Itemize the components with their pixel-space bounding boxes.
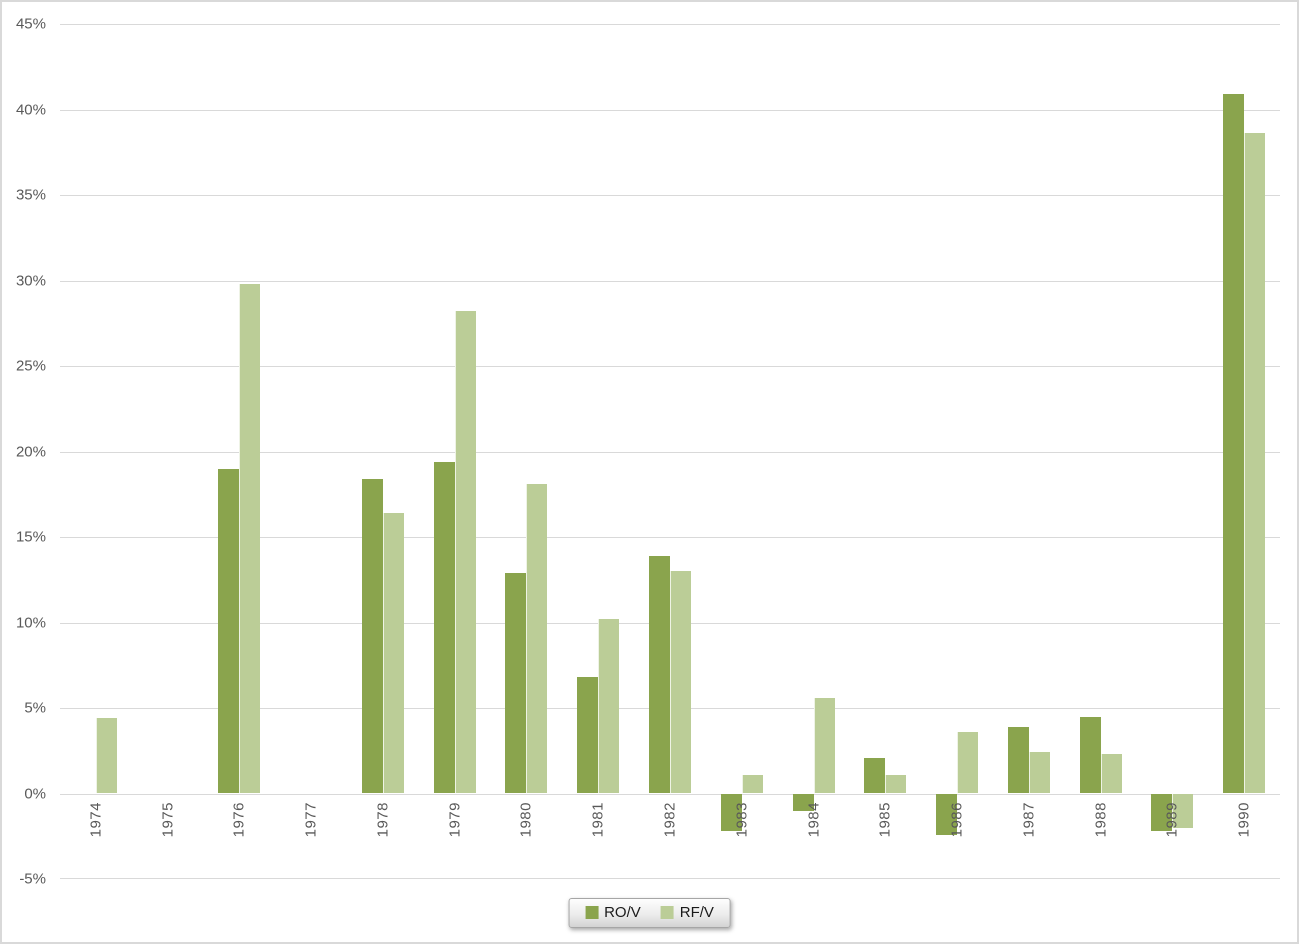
bar-rfv-1980 bbox=[526, 483, 548, 794]
bar-rfv-1983 bbox=[741, 774, 763, 794]
x-tick-label-1980: 1980 bbox=[517, 802, 535, 838]
x-tick-label-1979: 1979 bbox=[446, 802, 464, 838]
bar-rfv-1985 bbox=[885, 774, 907, 794]
gridline-40pct bbox=[60, 109, 1280, 111]
bar-rov-1987 bbox=[1007, 726, 1029, 794]
bar-rfv-1984 bbox=[813, 697, 835, 794]
y-tick-label: 0% bbox=[24, 785, 46, 802]
bar-rov-1981 bbox=[577, 677, 599, 794]
x-tick-label-1990: 1990 bbox=[1235, 802, 1253, 838]
x-tick-label-1978: 1978 bbox=[374, 802, 392, 838]
category-group-1989: 1989 bbox=[1136, 24, 1208, 879]
category-group-1983: 1983 bbox=[706, 24, 778, 879]
gridline-15pct bbox=[60, 537, 1280, 538]
x-tick-label-1985: 1985 bbox=[876, 802, 894, 838]
gridline-45pct bbox=[60, 24, 1280, 25]
plot-area: 1974 1975 1976 1977 1978 1979 1980 1981 1982 1983… bbox=[60, 24, 1280, 879]
category-group-1974: 1974 bbox=[60, 24, 132, 879]
y-tick-label: 30% bbox=[15, 272, 46, 289]
bar-rfv-1989 bbox=[1172, 793, 1194, 828]
bar-rfv-1986 bbox=[957, 731, 979, 794]
bar-rov-1988 bbox=[1079, 716, 1101, 794]
gridline-35pct bbox=[60, 195, 1280, 196]
x-tick-label-1987: 1987 bbox=[1020, 802, 1038, 838]
category-group-1975: 1975 bbox=[132, 24, 204, 879]
legend-label-rov: RO/V bbox=[604, 904, 641, 921]
legend-item-rfv: RF/V bbox=[660, 904, 714, 921]
bar-rov-1989 bbox=[1151, 793, 1173, 832]
gridline--5pct bbox=[60, 878, 1280, 879]
category-group-1977: 1977 bbox=[275, 24, 347, 879]
y-tick-label: 15% bbox=[15, 528, 46, 546]
gridline-0pct bbox=[60, 793, 1280, 795]
x-tick-label-1975: 1975 bbox=[159, 802, 177, 838]
x-tick-label-1977: 1977 bbox=[302, 802, 320, 838]
x-tick-label-1988: 1988 bbox=[1092, 802, 1110, 838]
x-tick-label-1976: 1976 bbox=[230, 802, 248, 838]
x-tick-label-1974: 1974 bbox=[87, 802, 105, 838]
bar-rov-1985 bbox=[864, 757, 886, 794]
category-group-1976: 1976 bbox=[204, 24, 276, 879]
category-group-1984: 1984 bbox=[778, 24, 850, 879]
category-group-1987: 1987 bbox=[993, 24, 1065, 879]
bar-rfv-1978 bbox=[382, 513, 404, 794]
category-group-1980: 1980 bbox=[491, 24, 563, 879]
x-tick-label-1986: 1986 bbox=[948, 802, 966, 838]
y-tick-label: 20% bbox=[15, 443, 46, 460]
x-tick-label-1983: 1983 bbox=[733, 802, 751, 838]
bar-rfv-1976 bbox=[239, 283, 261, 794]
legend-item-rov: RO/V bbox=[585, 904, 641, 921]
bar-rov-1983 bbox=[720, 793, 742, 832]
bar-rfv-1974 bbox=[95, 718, 117, 794]
y-tick-label: 35% bbox=[15, 186, 46, 204]
category-group-1985: 1985 bbox=[849, 24, 921, 879]
bar-rfv-1988 bbox=[1100, 754, 1122, 794]
bar-rfv-1987 bbox=[1028, 752, 1050, 794]
bar-rfv-1982 bbox=[669, 571, 691, 794]
x-tick-label-1984: 1984 bbox=[805, 802, 823, 838]
y-tick-label: 40% bbox=[15, 101, 46, 118]
category-group-1988: 1988 bbox=[1065, 24, 1137, 879]
y-tick-label: 5% bbox=[24, 699, 46, 717]
category-group-1978: 1978 bbox=[347, 24, 419, 879]
category-group-1981: 1981 bbox=[562, 24, 634, 879]
bar-rov-1982 bbox=[648, 555, 670, 794]
y-axis: 45% 40% 35% 30% 25% 20% 15% 10% 5% 0% -5% bbox=[2, 17, 50, 887]
bar-rov-1990 bbox=[1223, 94, 1245, 794]
category-group-1979: 1979 bbox=[419, 24, 491, 879]
y-tick-label: 45% bbox=[15, 15, 46, 33]
bar-rov-1978 bbox=[361, 478, 383, 794]
bar-rfv-1979 bbox=[454, 311, 476, 794]
gridline-25pct bbox=[60, 366, 1280, 367]
bar-rov-1979 bbox=[433, 461, 455, 794]
x-tick-label-1989: 1989 bbox=[1163, 802, 1181, 838]
bar-rov-1980 bbox=[505, 572, 527, 794]
legend-label-rfv: RF/V bbox=[679, 904, 714, 921]
y-tick-label: 25% bbox=[15, 357, 46, 375]
category-group-1982: 1982 bbox=[634, 24, 706, 879]
bar-rov-1986 bbox=[936, 793, 958, 835]
y-tick-label: 10% bbox=[15, 614, 46, 631]
bar-rov-1976 bbox=[218, 468, 240, 794]
bar-rov-1984 bbox=[792, 793, 814, 811]
x-tick-label-1982: 1982 bbox=[661, 802, 679, 838]
bar-rfv-1990 bbox=[1244, 133, 1266, 794]
bar-rfv-1981 bbox=[598, 619, 620, 794]
category-group-1986: 1986 bbox=[921, 24, 993, 879]
category-group-1990: 1990 bbox=[1208, 24, 1280, 879]
gridline-30pct bbox=[60, 280, 1280, 282]
y-tick-label: -5% bbox=[19, 870, 46, 888]
x-tick-label-1981: 1981 bbox=[589, 802, 607, 838]
gridline-20pct bbox=[60, 451, 1280, 453]
legend-swatch-rfv bbox=[660, 906, 674, 919]
legend: RO/V RF/V bbox=[568, 898, 731, 928]
legend-swatch-rov bbox=[585, 906, 599, 919]
